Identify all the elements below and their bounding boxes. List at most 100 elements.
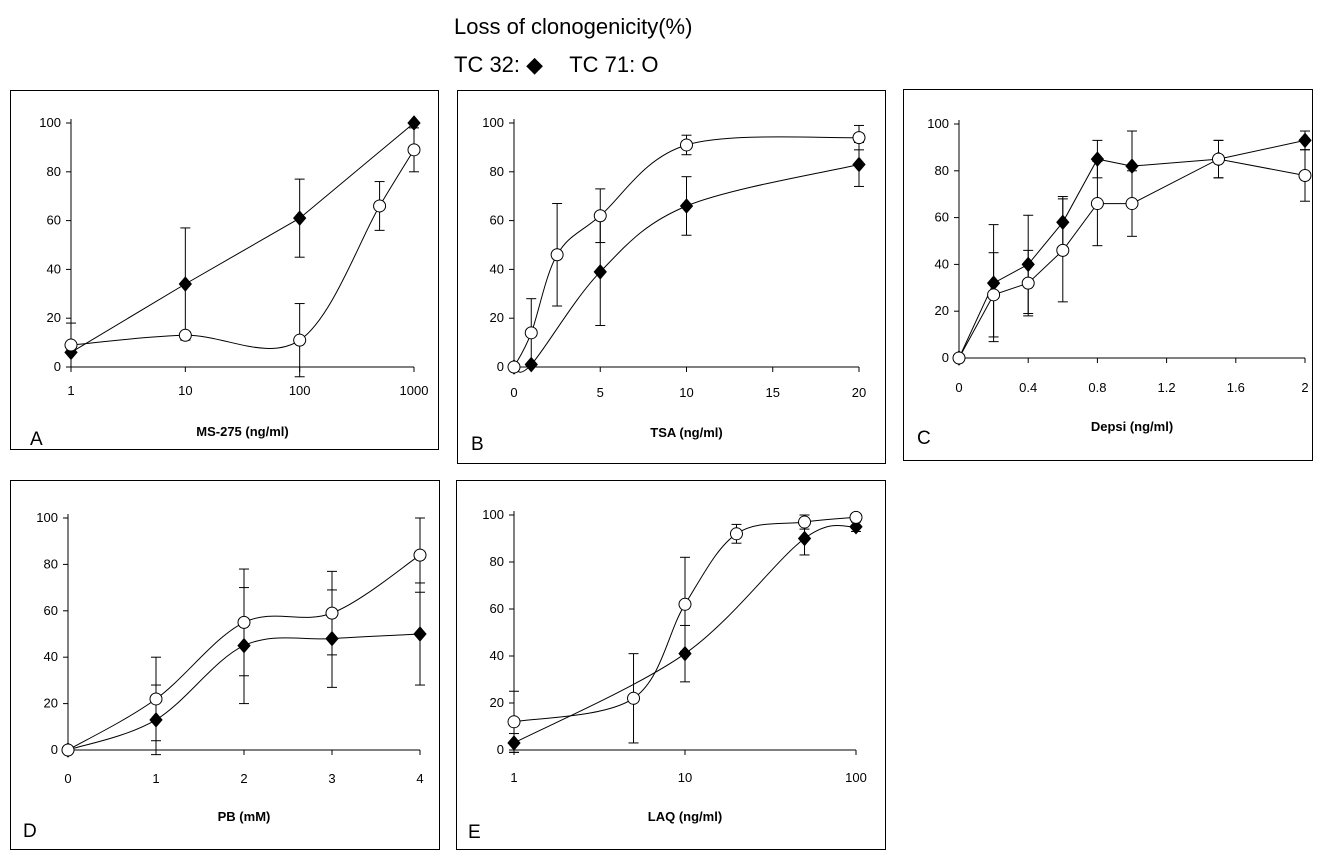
tc71-circle-point: [798, 515, 812, 529]
x-tick-label: 3: [328, 771, 335, 786]
y-tick-label: 20: [490, 695, 504, 710]
tc71-circle-point: [680, 138, 693, 152]
panel-letter: B: [471, 434, 484, 455]
x-tick-label: 0: [64, 771, 71, 786]
x-tick-label: 4: [416, 771, 423, 786]
x-tick-label: 1: [67, 383, 74, 398]
y-tick-label: 80: [47, 164, 61, 179]
legend-label: TC 71:: [569, 52, 636, 77]
tc71-circle-point: [550, 248, 564, 262]
series-line: [70, 149, 415, 349]
y-tick-label: 40: [44, 649, 58, 664]
tc32-diamond-point: [1298, 132, 1312, 149]
tc32-diamond-point: [407, 115, 421, 131]
panel-c-chart: 0 20 40 60 80 100 0 0.4 0.8 1.2 1.6 2 Depsi (ng/ml) C: [903, 89, 1313, 461]
panel-letter: E: [468, 822, 481, 843]
tc32-diamond-point: [413, 626, 427, 642]
x-tick-label: 1.2: [1158, 380, 1176, 395]
x-axis-label: LAQ (ng/ml): [648, 809, 722, 824]
panel-frame: [903, 89, 1313, 461]
tc71-circle-point: [1212, 152, 1225, 166]
y-tick-label: 60: [44, 603, 58, 618]
tc71-circle-point: [507, 715, 521, 729]
tc32-diamond-point: [1056, 214, 1070, 231]
y-tick-label: 80: [490, 164, 504, 179]
y-tick-label: 0: [54, 359, 61, 374]
tc71-circle-point: [64, 338, 78, 352]
y-tick-label: 0: [942, 350, 949, 365]
legend-item-tc71: TC 71: O: [569, 52, 658, 77]
tc32-diamond-point: [237, 637, 251, 654]
x-tick-label: 0.8: [1088, 380, 1106, 395]
figure-title: Loss of clonogenicity(%): [454, 14, 693, 39]
tc32-diamond-point: [1090, 151, 1105, 167]
y-tick-label: 40: [490, 648, 504, 663]
panel-a-chart: 0 20 40 60 80 100 1 10 100 1000 MS-275 (ng/ml) A: [10, 90, 439, 450]
tc71-circle-point: [373, 199, 387, 213]
x-tick-label: 100: [845, 770, 867, 785]
tc71-circle-point: [852, 131, 866, 145]
x-tick-label: 0: [510, 385, 517, 400]
tc32-diamond-point: [679, 198, 694, 214]
x-tick-label: 100: [289, 383, 311, 398]
tc71-circle-point: [627, 691, 641, 705]
x-axis-label: Depsi (ng/ml): [1091, 419, 1173, 434]
x-tick-label: 1000: [400, 383, 429, 398]
panel-frame: [10, 90, 439, 450]
tc32-diamond-point: [1021, 256, 1035, 273]
tc32-diamond-point: [507, 735, 521, 751]
tc71-circle-point: [849, 510, 863, 524]
tc71-circle-point: [524, 326, 538, 340]
x-tick-label: 2: [1301, 380, 1308, 395]
x-tick-label: 5: [597, 385, 604, 400]
tc32-diamond-point: [797, 530, 812, 547]
y-tick-label: 100: [482, 115, 504, 130]
x-tick-label: 1: [510, 770, 517, 785]
tc71-circle-point: [952, 351, 966, 365]
x-axis-label: TSA (ng/ml): [650, 425, 722, 440]
tc32-diamond-point: [849, 518, 863, 535]
tc71-circle-point: [507, 360, 521, 374]
panel-e-chart: 0 20 40 60 80 100 1 10 100 LAQ (ng/ml) E: [456, 480, 886, 850]
tc71-circle-point: [61, 743, 75, 757]
tc32-diamond-point: [524, 356, 538, 373]
series-line: [958, 139, 1306, 359]
y-tick-label: 100: [39, 115, 61, 130]
x-tick-label: 10: [679, 385, 693, 400]
x-tick-label: 1: [152, 771, 159, 786]
tc32-diamond-point: [678, 645, 692, 662]
y-tick-label: 0: [51, 742, 58, 757]
y-tick-label: 40: [935, 256, 949, 271]
tc71-circle-point: [729, 527, 743, 541]
series-line: [513, 524, 857, 744]
y-tick-label: 80: [490, 554, 504, 569]
y-tick-label: 100: [36, 510, 58, 525]
tc32-diamond-point: [593, 264, 607, 280]
tc32-diamond-point: [852, 156, 866, 173]
y-tick-label: 60: [935, 210, 949, 225]
series-line: [70, 122, 415, 353]
y-tick-label: 0: [497, 742, 504, 757]
y-tick-label: 100: [927, 116, 949, 131]
tc32-diamond-point: [178, 276, 192, 292]
tc71-circle-point: [325, 606, 339, 620]
y-tick-label: 100: [482, 507, 504, 522]
y-tick-label: 40: [47, 261, 61, 276]
legend-item-tc32: TC 32: ◆: [454, 52, 549, 77]
x-tick-label: 10: [678, 770, 692, 785]
x-axis-label: MS-275 (ng/ml): [196, 424, 288, 439]
diamond-marker-icon: ◆: [526, 52, 544, 77]
tc32-diamond-point: [293, 210, 307, 226]
tc32-diamond-point: [1125, 158, 1139, 174]
tc71-circle-point: [149, 692, 163, 706]
series-line: [513, 136, 860, 368]
tc71-circle-point: [237, 615, 251, 629]
y-tick-label: 80: [44, 556, 58, 571]
tc71-circle-point: [987, 288, 1001, 302]
tc71-circle-point: [1056, 243, 1070, 257]
tc71-circle-point: [593, 209, 607, 223]
x-tick-label: 20: [852, 385, 866, 400]
figure-legend: TC 32: ◆ TC 71: O: [454, 52, 678, 78]
tc32-diamond-point: [325, 630, 339, 647]
y-tick-label: 80: [935, 163, 949, 178]
